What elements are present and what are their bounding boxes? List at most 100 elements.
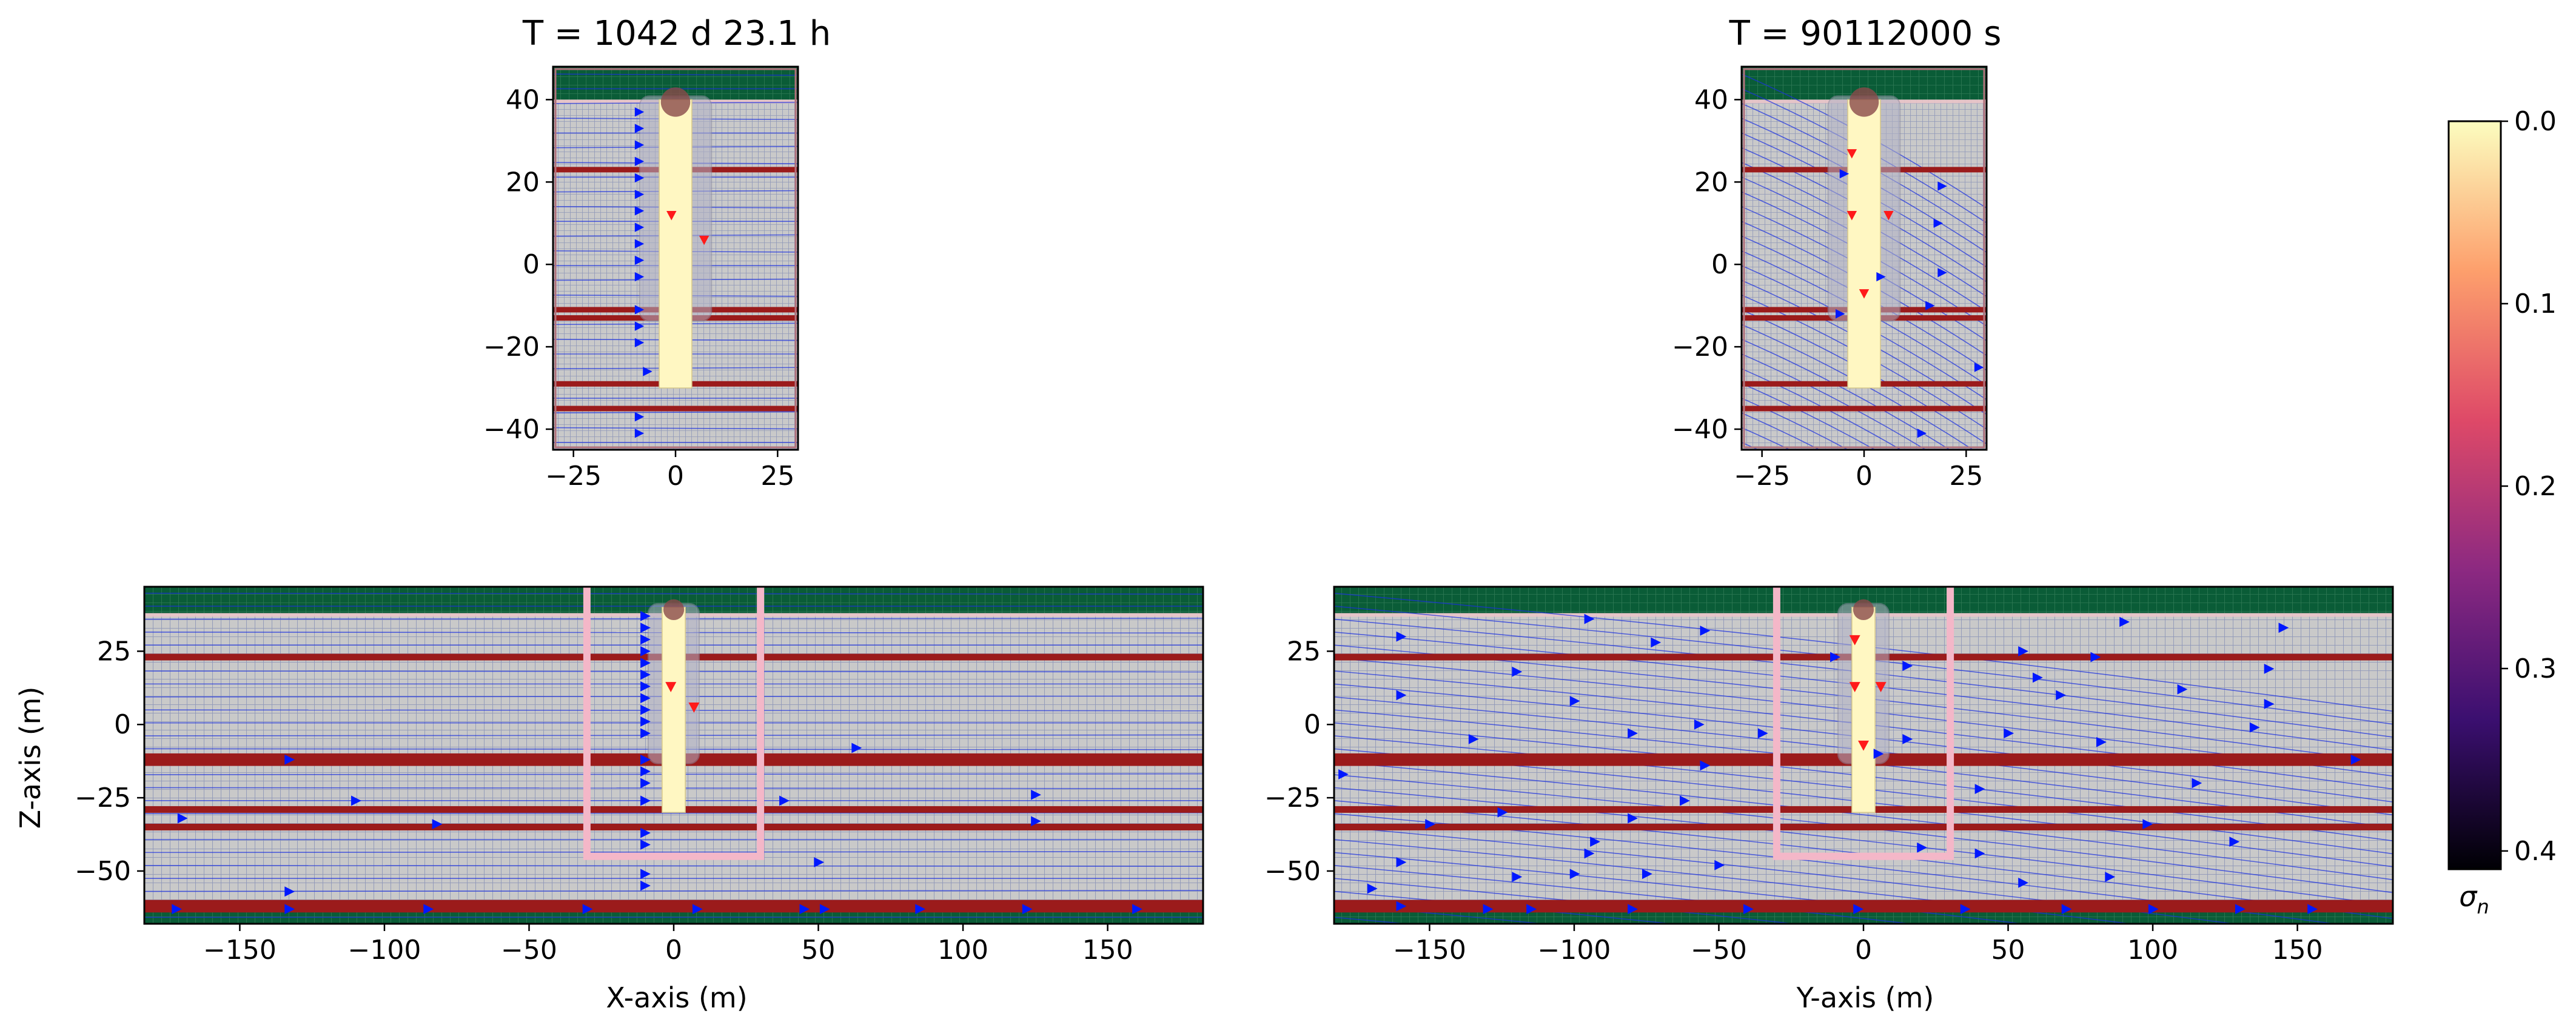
x-tick-label: −150 [203,935,277,966]
flow-arrow [1031,789,1041,800]
flow-arrow [1694,719,1705,730]
flow-arrow [640,778,651,789]
streamline [1742,338,1951,450]
flow-arrow [1714,860,1725,870]
x-tick-label: 0 [665,935,682,966]
flow-arrow [640,840,651,850]
flow-arrow [640,669,651,680]
streamline [1334,839,2134,924]
pillar-cap [1853,599,1874,621]
flow-arrow [1743,904,1754,915]
flow-arrow [2177,684,2188,695]
streamline [1334,761,2393,881]
y-tick-label: −20 [483,332,540,362]
plot-content [144,587,1203,924]
streamline [1334,787,2393,906]
flow-arrow-red [1858,740,1869,751]
flow-arrow [1933,218,1943,228]
streamline [553,73,798,76]
streamline [1742,398,1849,450]
flow-arrow [643,367,652,376]
flow-arrow-red [1846,211,1857,221]
bottom-band [144,912,1203,924]
y-tick-label: 40 [506,84,540,115]
flow-arrow [2004,728,2014,739]
axes-inner-frame [1743,68,1985,449]
y-tick-label: 25 [97,636,131,667]
flow-arrow [2249,722,2260,733]
subplot-bottom-right: −150 −100 −50 0 50 100 150 25 0 −25 −50 Y-axis (m) [1264,586,2394,1014]
flow-arrow [819,904,830,915]
streamline [553,427,798,430]
flow-arrow [779,795,790,806]
flow-arrow [1642,869,1652,880]
flow-arrow [1022,904,1033,915]
flow-arrow [1700,760,1711,771]
bottom-band [1334,912,2393,924]
x-tick-label: 100 [2127,935,2178,966]
flow-arrow [1338,769,1349,780]
flow-arrow [634,239,645,249]
flow-arrow-red [1849,635,1860,646]
flow-arrow [1937,268,1947,278]
flow-arrow [1396,901,1407,912]
colorbar-tick-label: 0.2 [2514,471,2557,502]
colorbar: 0.0 0.1 0.2 0.3 0.4 σn [2447,106,2557,918]
streamline [1334,878,1798,924]
flow-arrow [634,338,645,348]
x-tick-label: 0 [1855,935,1872,966]
flow-arrow-red [699,235,709,245]
flow-arrow [1902,661,1913,671]
flow-arrow [1497,807,1508,818]
layer-band [144,900,1203,907]
flow-arrow [284,886,295,897]
flow-arrow [640,869,651,880]
window-outline [1773,587,1954,860]
x-tick-label: 150 [2272,935,2323,966]
flow-arrow [640,827,651,838]
y-axis-label: Z-axis (m) [14,687,47,829]
flow-arrow [634,272,645,282]
x-tick-label: −100 [1538,935,1611,966]
colorbar-gradient [2447,120,2502,870]
x-tick-label: 100 [937,935,988,966]
flow-arrow [634,222,645,232]
flow-arrow [1757,728,1768,739]
pillar-cap [1849,87,1879,117]
flow-arrow [1651,637,1662,648]
x-tick-label: 0 [1856,461,1873,492]
y-tick-label: −25 [75,783,131,813]
colorbar-tick-label: 0.4 [2514,836,2557,867]
flow-arrow-red [1883,211,1894,221]
y-tick-label: −40 [483,414,540,445]
flow-arrow [2235,904,2246,915]
flow-arrow [2264,698,2275,709]
flow-arrow [640,610,651,621]
flow-arrow [1974,848,1985,859]
streamline [1742,382,1876,450]
layer-band [144,823,1203,830]
flow-arrow [634,305,645,315]
x-tick-label: 0 [667,461,684,492]
flow-arrow [2142,819,2153,830]
flow-arrow [692,904,703,915]
flow-arrow-red [688,703,700,713]
flow-arrow [640,716,651,727]
flow-arrow [2096,736,2107,747]
flow-arrow [634,412,645,422]
window-outline [583,587,765,860]
flow-arrow [2264,663,2275,674]
flow-arrow [799,904,810,915]
flow-arrow [1584,848,1595,859]
flow-arrow [634,156,645,167]
flow-arrow [1569,696,1580,706]
y-tick-label: 0 [114,709,131,740]
subplot-top-right: −25 0 25 40 20 0 −20 −40 T = 90112000 s [1672,14,2001,492]
flow-arrow [640,880,651,891]
flow-arrow [2278,623,2289,633]
flow-arrow [915,904,926,915]
flow-arrow [1569,869,1580,880]
flow-arrow-red [665,682,677,692]
